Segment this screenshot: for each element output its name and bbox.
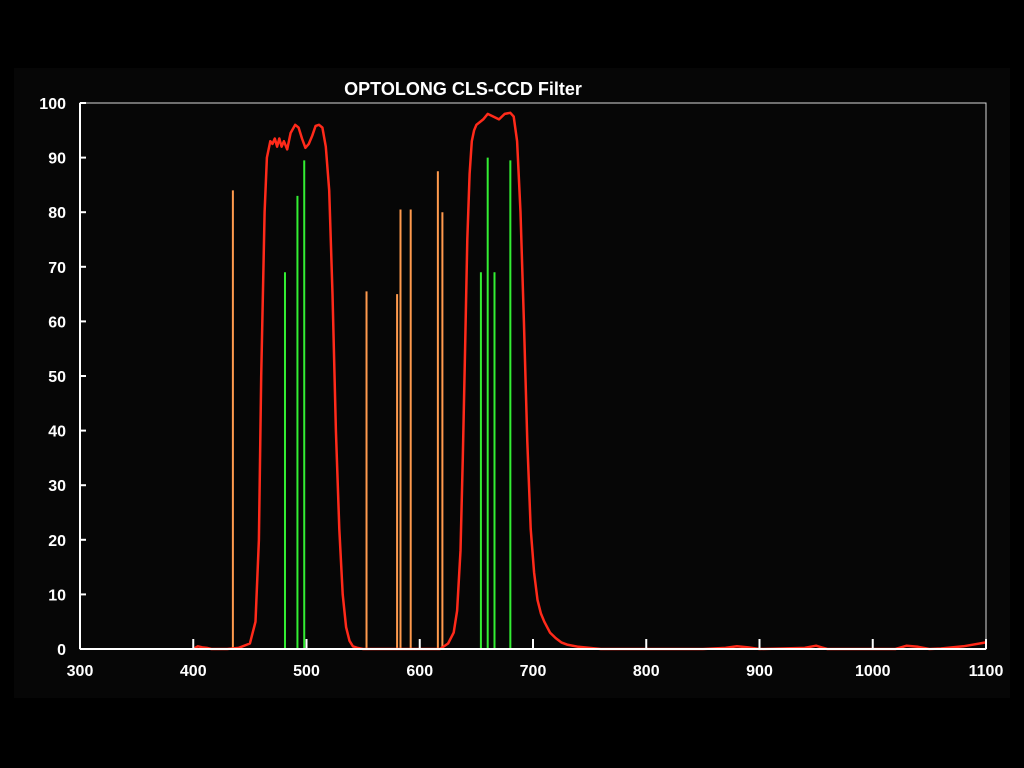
- y-tick-label-50: 50: [48, 369, 66, 386]
- y-tick-label-70: 70: [48, 260, 66, 277]
- chart-title: OPTOLONG CLS-CCD Filter: [344, 79, 582, 99]
- y-tick-label-80: 80: [48, 205, 66, 222]
- x-tick-label-400: 400: [180, 663, 207, 680]
- y-tick-label-0: 0: [57, 642, 66, 659]
- x-tick-label-1100: 1100: [969, 663, 1004, 680]
- x-tick-label-500: 500: [293, 663, 320, 680]
- y-tick-label-100: 100: [39, 96, 66, 113]
- x-tick-label-900: 900: [746, 663, 773, 680]
- x-tick-label-800: 800: [633, 663, 660, 680]
- chart-frame: [14, 68, 1010, 698]
- x-tick-label-600: 600: [406, 663, 433, 680]
- y-tick-label-60: 60: [48, 314, 66, 331]
- y-tick-label-10: 10: [48, 587, 66, 604]
- x-tick-label-700: 700: [520, 663, 547, 680]
- y-tick-label-90: 90: [48, 151, 66, 168]
- y-tick-label-30: 30: [48, 478, 66, 495]
- x-tick-label-300: 300: [67, 663, 94, 680]
- y-tick-label-20: 20: [48, 533, 66, 550]
- transmission-curve-line: [192, 111, 987, 651]
- x-tick-label-1000: 1000: [855, 663, 891, 680]
- y-tick-label-40: 40: [48, 424, 66, 441]
